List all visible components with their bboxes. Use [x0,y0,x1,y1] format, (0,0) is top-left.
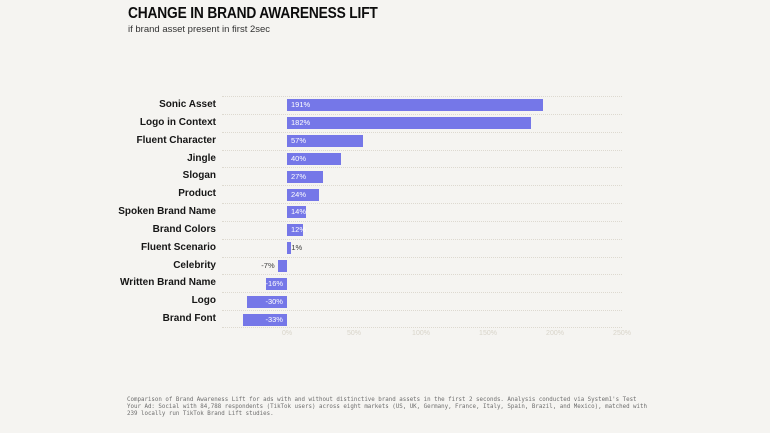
row-track: 12% [222,220,622,239]
bar-with-value-label: 27% [287,170,324,183]
value-label: 1% [291,243,303,253]
category-label: Sonic Asset [159,99,216,110]
row-track: 191% [222,96,622,114]
row-track: 40% [222,149,622,168]
category-label: Logo [191,295,216,307]
row-track: -30% [222,292,622,310]
bar-with-value-label: 12% [287,224,306,237]
chart-row: Sonic Asset 191% [0,96,770,114]
row-track: -33% [222,310,622,328]
chart-row: Celebrity -7% [0,256,770,275]
x-tick-label: 0% [281,330,293,337]
category-label: Logo in Context [139,116,216,128]
value-label: -7% [261,260,275,270]
bar-with-value-label: -30% [246,295,287,308]
category-label: Written Brand Name [120,277,216,289]
chart-row: Fluent Character 57% [0,131,770,150]
chart-row: Written Brand Name -16% [0,274,770,292]
bar-with-value-label: 40% [287,152,341,165]
chart-row: Fluent Scenario 1% [0,238,770,257]
chart-title: CHANGE IN BRAND AWARENESS LIFT [128,5,378,22]
row-track: 182% [222,113,622,132]
category-label: Fluent Character [136,134,216,146]
footnote: Comparison of Brand Awareness Lift for a… [127,397,648,418]
bar-with-value-label: 191% [287,99,543,112]
row-track: 14% [222,203,622,221]
chart-row: Logo -30% [0,292,770,310]
bar-with-value-label: -33% [242,313,287,326]
chart-row: Product 24% [0,185,770,203]
row-track: -7% [222,256,622,275]
chart-row: Brand Font -33% [0,310,770,328]
x-tick-label: 100% [412,330,430,337]
bar-with-value-label: 57% [287,135,364,148]
x-tick-label: 250% [613,330,631,337]
row-track: 57% [222,131,622,150]
category-label: Spoken Brand Name [118,206,216,218]
category-label: Product [178,188,216,200]
chart-row: Spoken Brand Name 14% [0,203,770,221]
row-track: 27% [222,167,622,185]
x-tick-label: 50% [346,330,362,337]
bar-with-value-label: 182% [287,117,531,130]
category-label: Jingle [187,152,216,164]
bar-with-value-label: 24% [287,188,320,201]
chart-row: Brand Colors 12% [0,220,770,239]
x-tick-label: 150% [479,330,497,337]
chart-subtitle: if brand asset present in first 2sec [128,24,271,35]
chart-row: Logo in Context 182% [0,113,770,132]
bar [277,259,287,272]
x-axis-ticks: 0% 50% 100% 150% 200% 250% [222,330,631,342]
chart-row: Jingle 40% [0,149,770,168]
row-track: -16% [222,274,622,292]
chart-row: Slogan 27% [0,167,770,185]
x-tick-label: 200% [546,330,564,337]
row-track: 1% [222,238,622,257]
bar [287,242,291,255]
category-label: Brand Colors [152,223,216,235]
category-label: Brand Font [162,313,216,325]
category-label: Slogan [182,170,216,182]
chart-rows: Sonic Asset 191% Logo in Context 182% Fluent… [0,96,770,328]
bar-chart: Sonic Asset 191% Logo in Context 182% Fluent… [0,96,770,328]
bar-with-value-label: -16% [265,277,287,290]
row-track: 24% [222,185,622,203]
category-label: Fluent Scenario [140,241,216,253]
category-label: Celebrity [173,259,216,271]
bar-with-value-label: 14% [287,206,306,219]
